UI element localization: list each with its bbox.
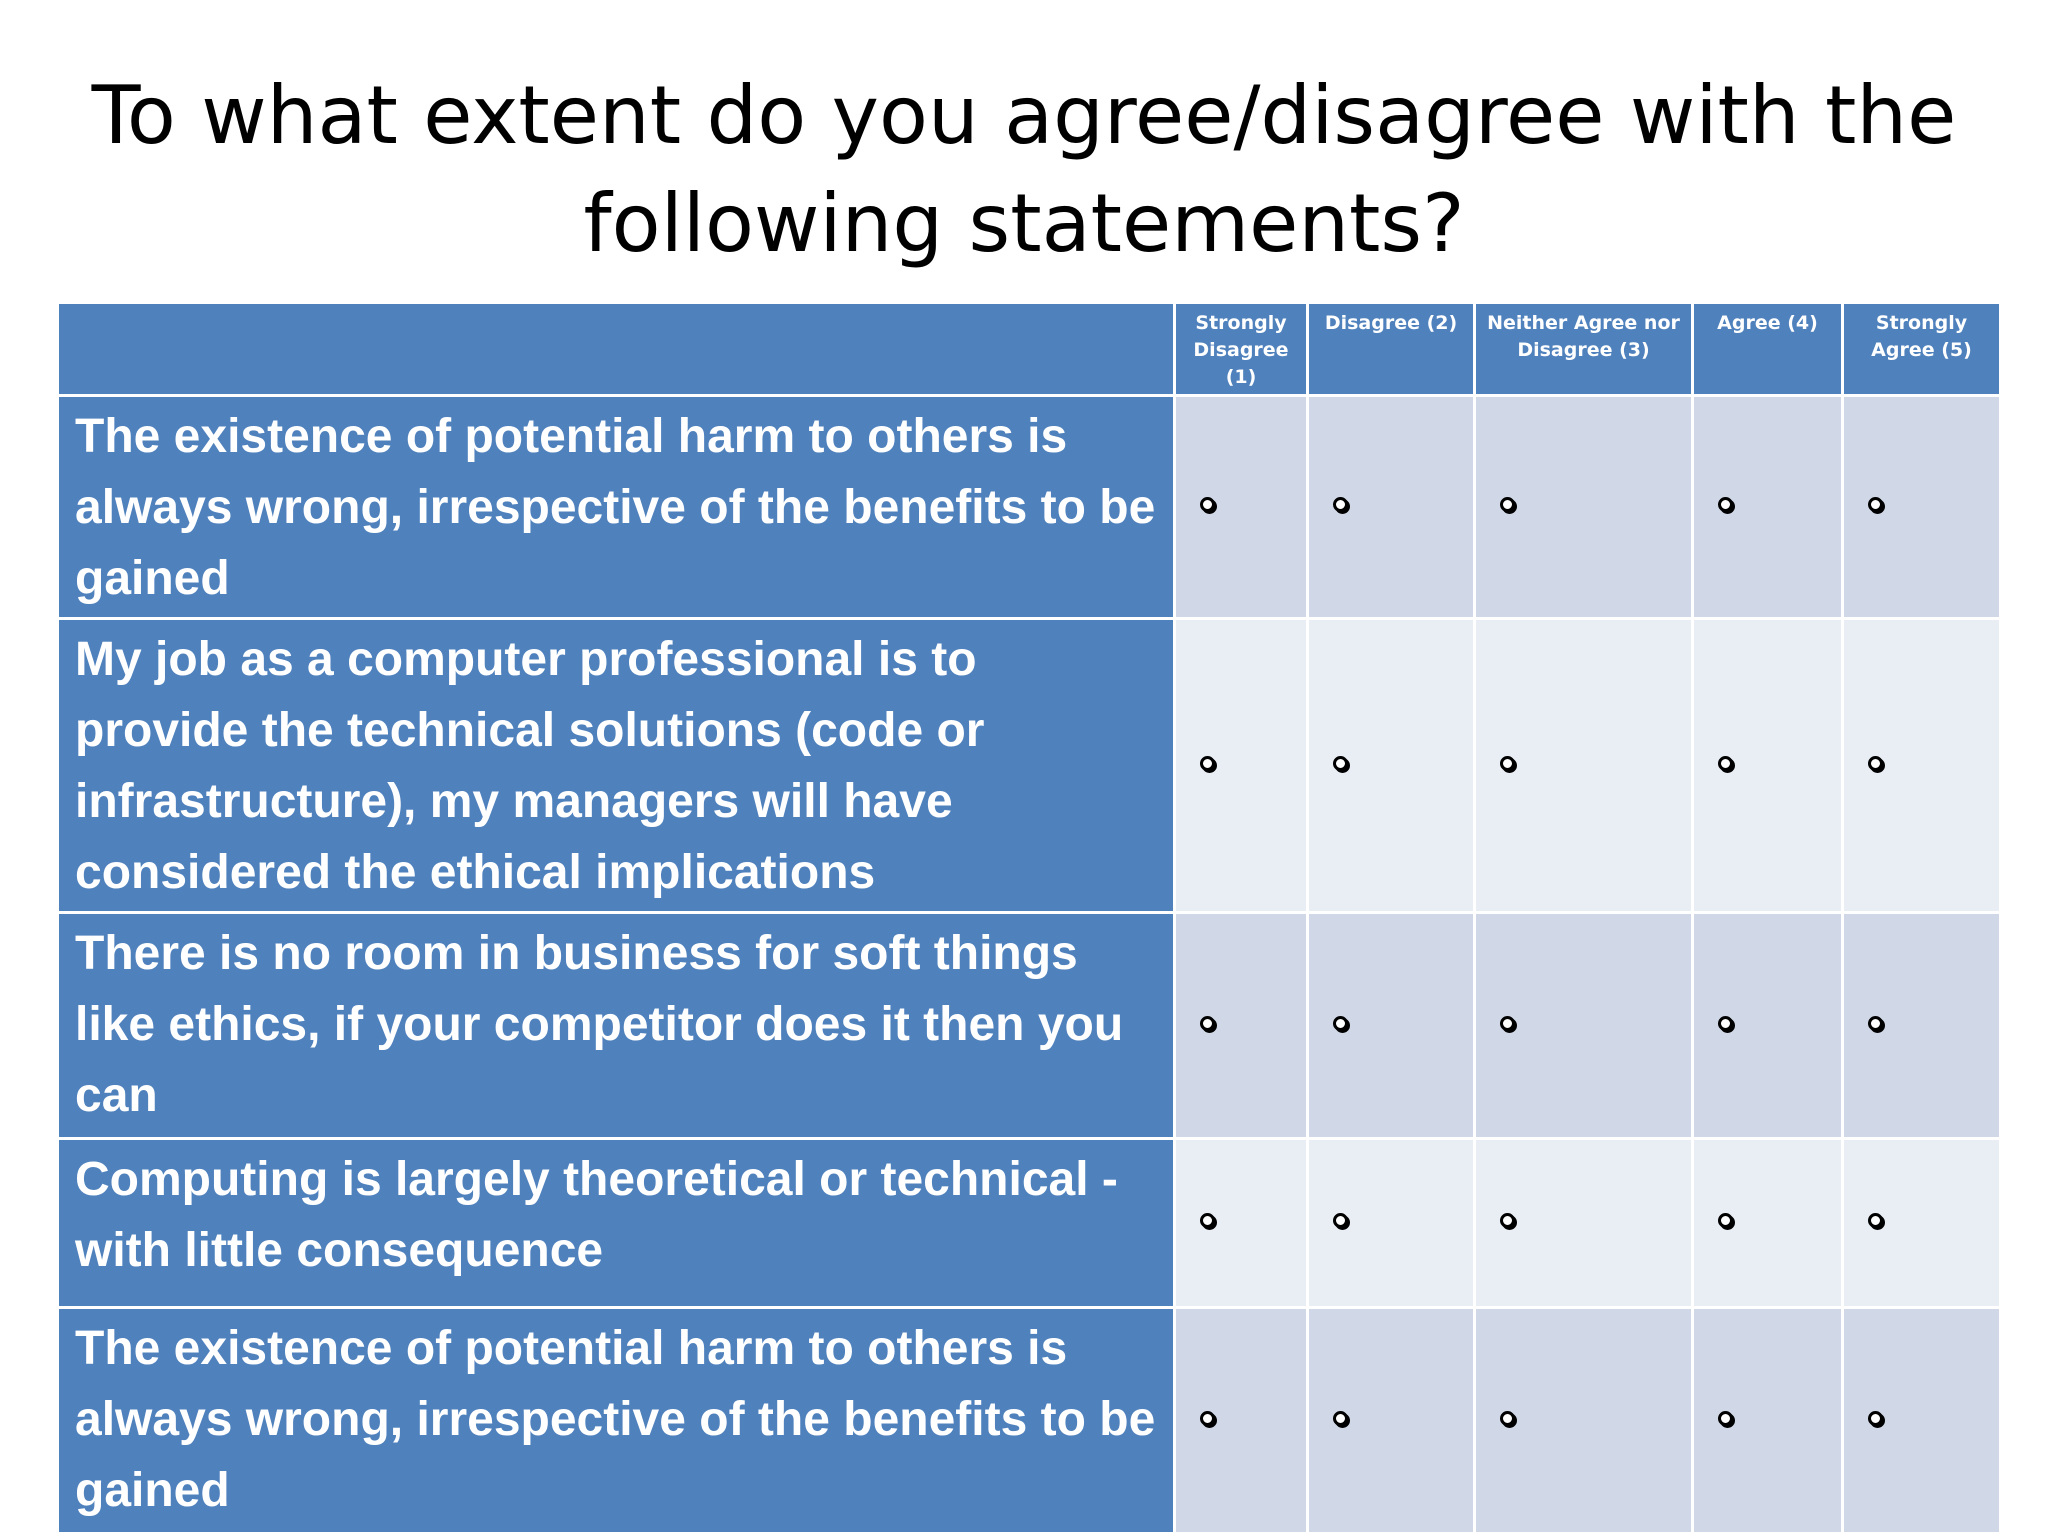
page-title: To what extent do you agree/disagree wit… (0, 62, 2048, 278)
header-agree: Agree (4) (1691, 301, 1844, 397)
radio-button-icon[interactable] (1500, 1410, 1515, 1426)
title-line-1: To what extent do you agree/disagree wit… (91, 69, 1957, 162)
option-cell[interactable] (1306, 617, 1476, 914)
radio-button-icon[interactable] (1333, 1015, 1348, 1031)
option-cell[interactable] (1473, 911, 1694, 1140)
option-cell[interactable] (1691, 617, 1844, 914)
statement-2: My job as a computer professional is to … (56, 617, 1176, 914)
option-cell[interactable] (1691, 1137, 1844, 1309)
table-row: The existence of potential harm to other… (56, 394, 2002, 620)
radio-button-icon[interactable] (1718, 1213, 1733, 1228)
radio-button-icon[interactable] (1500, 755, 1515, 771)
radio-button-icon[interactable] (1333, 1410, 1348, 1426)
option-cell[interactable] (1841, 394, 2002, 620)
statement-3: There is no room in business for soft th… (56, 911, 1176, 1140)
option-cell[interactable] (1306, 1137, 1476, 1309)
header-row: Strongly Disagree (1) Disagree (2) Neith… (56, 301, 2002, 397)
title-line-2: following statements? (583, 177, 1465, 270)
radio-button-icon[interactable] (1868, 497, 1883, 512)
radio-button-icon[interactable] (1500, 1015, 1515, 1031)
likert-survey-table: Strongly Disagree (1) Disagree (2) Neith… (56, 301, 2002, 1535)
statement-1: The existence of potential harm to other… (56, 394, 1176, 620)
option-cell[interactable] (1841, 617, 2002, 914)
radio-button-icon[interactable] (1868, 1015, 1883, 1031)
statement-4: Computing is largely theoretical or tech… (56, 1137, 1176, 1309)
option-cell[interactable] (1173, 394, 1309, 620)
radio-button-icon[interactable] (1200, 755, 1215, 771)
header-neither: Neither Agree nor Disagree (3) (1473, 301, 1694, 397)
option-cell[interactable] (1841, 1137, 2002, 1309)
radio-button-icon[interactable] (1200, 1213, 1215, 1228)
table-row: There is no room in business for soft th… (56, 911, 2002, 1140)
option-cell[interactable] (1173, 1137, 1309, 1309)
option-cell[interactable] (1173, 617, 1309, 914)
option-cell[interactable] (1306, 394, 1476, 620)
option-cell[interactable] (1173, 1306, 1309, 1535)
option-cell[interactable] (1473, 1306, 1694, 1535)
radio-button-icon[interactable] (1718, 1015, 1733, 1031)
option-cell[interactable] (1306, 911, 1476, 1140)
radio-button-icon[interactable] (1200, 1015, 1215, 1031)
radio-button-icon[interactable] (1868, 755, 1883, 771)
radio-button-icon[interactable] (1333, 497, 1348, 512)
radio-button-icon[interactable] (1333, 1213, 1348, 1228)
table-row: The existence of potential harm to other… (56, 1306, 2002, 1535)
option-cell[interactable] (1691, 911, 1844, 1140)
option-cell[interactable] (1306, 1306, 1476, 1535)
radio-button-icon[interactable] (1718, 497, 1733, 512)
radio-button-icon[interactable] (1500, 1213, 1515, 1228)
option-cell[interactable] (1691, 1306, 1844, 1535)
header-blank-cell (56, 301, 1176, 397)
option-cell[interactable] (1173, 911, 1309, 1140)
radio-button-icon[interactable] (1500, 497, 1515, 512)
radio-button-icon[interactable] (1200, 1410, 1215, 1426)
option-cell[interactable] (1691, 394, 1844, 620)
option-cell[interactable] (1473, 1137, 1694, 1309)
option-cell[interactable] (1473, 394, 1694, 620)
radio-button-icon[interactable] (1718, 755, 1733, 771)
header-disagree: Disagree (2) (1306, 301, 1476, 397)
option-cell[interactable] (1841, 911, 2002, 1140)
radio-button-icon[interactable] (1333, 755, 1348, 771)
header-strongly-agree: Strongly Agree (5) (1841, 301, 2002, 397)
table-row: My job as a computer professional is to … (56, 617, 2002, 914)
header-strongly-disagree: Strongly Disagree (1) (1173, 301, 1309, 397)
option-cell[interactable] (1473, 617, 1694, 914)
radio-button-icon[interactable] (1868, 1213, 1883, 1228)
radio-button-icon[interactable] (1200, 497, 1215, 512)
statement-5: The existence of potential harm to other… (56, 1306, 1176, 1535)
radio-button-icon[interactable] (1868, 1410, 1883, 1426)
table-row: Computing is largely theoretical or tech… (56, 1137, 2002, 1309)
option-cell[interactable] (1841, 1306, 2002, 1535)
radio-button-icon[interactable] (1718, 1410, 1733, 1426)
